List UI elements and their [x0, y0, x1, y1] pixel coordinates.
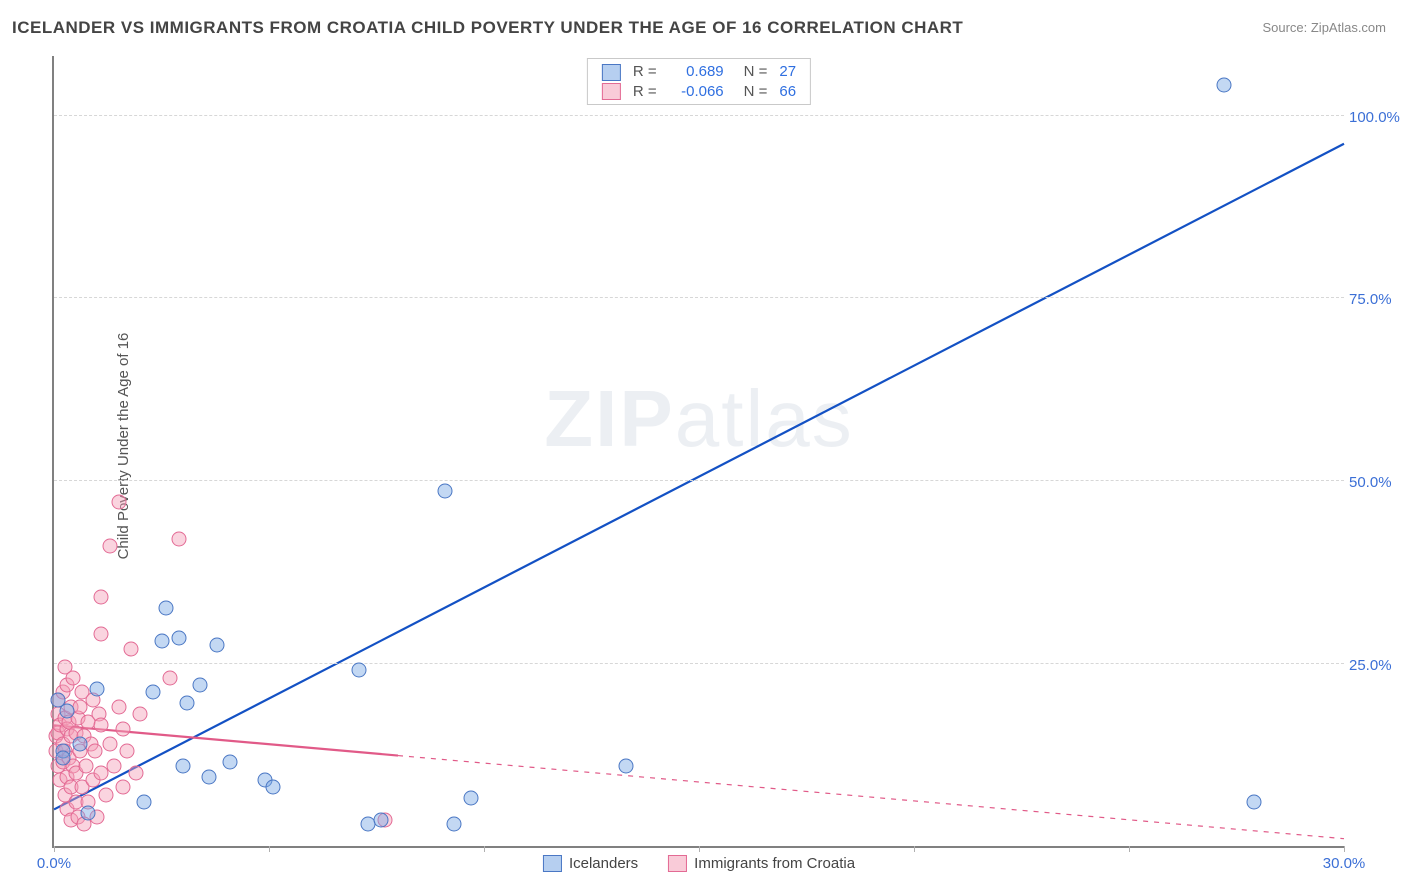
stats-legend-row: R = -0.066 N = 66 [596, 82, 802, 102]
swatch-blue-icon [602, 64, 621, 81]
series-legend-label: Icelanders [569, 855, 638, 872]
stats-R-value-0: 0.689 [663, 62, 730, 82]
scatter-point [102, 539, 117, 554]
gridline-h [54, 480, 1344, 481]
scatter-point [115, 780, 130, 795]
stats-N-label: N = [730, 82, 774, 102]
y-tick-label: 25.0% [1349, 657, 1404, 674]
scatter-point [55, 751, 70, 766]
scatter-point [94, 626, 109, 641]
scatter-point [59, 703, 74, 718]
x-tick [699, 846, 700, 852]
x-tick-label: 30.0% [1323, 855, 1366, 872]
scatter-point [266, 780, 281, 795]
stats-N-label: N = [730, 62, 774, 82]
scatter-point [438, 484, 453, 499]
swatch-pink-icon [668, 855, 687, 872]
x-tick [1344, 846, 1345, 852]
scatter-point [180, 696, 195, 711]
scatter-point [107, 758, 122, 773]
scatter-point [163, 670, 178, 685]
trend-line-dashed [398, 756, 1344, 839]
source-credit: Source: ZipAtlas.com [1262, 20, 1386, 35]
scatter-point [446, 817, 461, 832]
watermark: ZIPatlas [544, 373, 853, 465]
scatter-point [171, 531, 186, 546]
watermark-atlas: atlas [675, 374, 854, 463]
stats-N-value-1: 66 [773, 82, 802, 102]
scatter-point [115, 721, 130, 736]
scatter-point [90, 681, 105, 696]
x-tick [269, 846, 270, 852]
stats-R-label: R = [627, 62, 663, 82]
scatter-point [210, 637, 225, 652]
source-link[interactable]: ZipAtlas.com [1311, 20, 1386, 35]
x-tick [54, 846, 55, 852]
scatter-point [94, 718, 109, 733]
scatter-point [81, 806, 96, 821]
scatter-point [1246, 795, 1261, 810]
scatter-point [464, 791, 479, 806]
watermark-zip: ZIP [544, 374, 674, 463]
scatter-point [373, 813, 388, 828]
y-tick-label: 75.0% [1349, 291, 1404, 308]
scatter-point [171, 630, 186, 645]
trend-lines-layer [54, 56, 1344, 846]
series-legend-item: Icelanders [543, 855, 638, 872]
trend-line-solid [54, 144, 1344, 810]
scatter-point [133, 707, 148, 722]
y-tick-label: 50.0% [1349, 474, 1404, 491]
swatch-pink-icon [602, 83, 621, 100]
gridline-h [54, 663, 1344, 664]
scatter-point [87, 743, 102, 758]
scatter-point [145, 685, 160, 700]
scatter-point [94, 590, 109, 605]
series-legend-label: Immigrants from Croatia [694, 855, 855, 872]
gridline-h [54, 297, 1344, 298]
scatter-point [72, 736, 87, 751]
y-tick-label: 100.0% [1349, 109, 1404, 126]
stats-R-label: R = [627, 82, 663, 102]
chart-title: ICELANDER VS IMMIGRANTS FROM CROATIA CHI… [12, 18, 963, 38]
scatter-point [120, 743, 135, 758]
stats-N-value-0: 27 [773, 62, 802, 82]
scatter-point [98, 787, 113, 802]
series-legend: Icelanders Immigrants from Croatia [543, 855, 855, 872]
scatter-point [128, 765, 143, 780]
stats-legend: R = 0.689 N = 27 R = -0.066 N = 66 [587, 58, 811, 105]
scatter-point [111, 495, 126, 510]
scatter-point [102, 736, 117, 751]
series-legend-item: Immigrants from Croatia [668, 855, 855, 872]
x-tick-label: 0.0% [37, 855, 71, 872]
scatter-point [111, 700, 126, 715]
scatter-point [79, 758, 94, 773]
stats-legend-row: R = 0.689 N = 27 [596, 62, 802, 82]
x-tick [484, 846, 485, 852]
scatter-point [176, 758, 191, 773]
scatter-point [158, 601, 173, 616]
scatter-point [223, 754, 238, 769]
scatter-point [618, 758, 633, 773]
gridline-h [54, 115, 1344, 116]
x-tick [1129, 846, 1130, 852]
swatch-blue-icon [543, 855, 562, 872]
scatter-point [352, 663, 367, 678]
x-tick [914, 846, 915, 852]
scatter-point [201, 769, 216, 784]
scatter-point [137, 795, 152, 810]
source-prefix: Source: [1262, 20, 1310, 35]
plot-area: ZIPatlas R = 0.689 N = 27 R = -0.066 N =… [52, 56, 1344, 848]
scatter-point [193, 678, 208, 693]
scatter-point [154, 634, 169, 649]
scatter-point [124, 641, 139, 656]
scatter-point [66, 670, 81, 685]
scatter-point [1216, 78, 1231, 93]
stats-R-value-1: -0.066 [663, 82, 730, 102]
